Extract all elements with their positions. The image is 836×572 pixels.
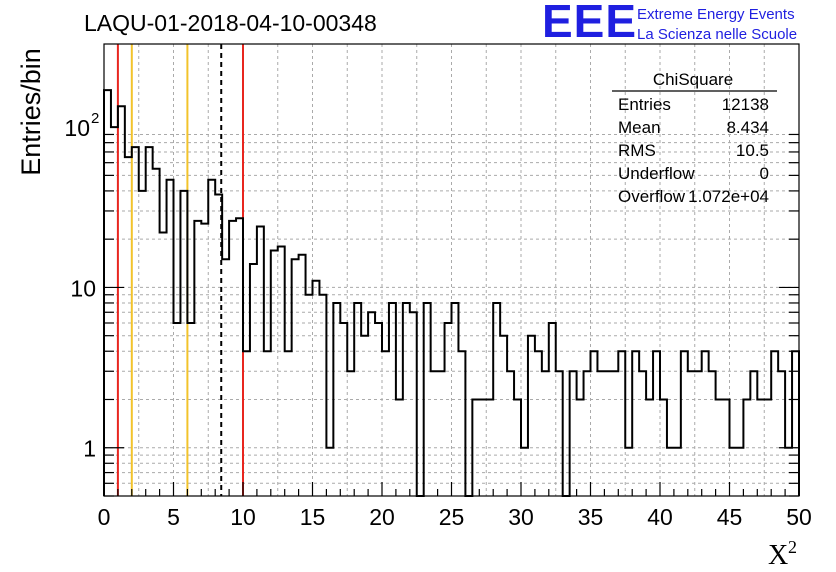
axis-ticks [103,133,800,497]
x-tick-label: 25 [439,504,465,530]
stats-label-mean: Mean [618,118,661,137]
x-tick-label: 40 [647,504,673,530]
stats-value-underflow: 0 [760,164,769,183]
stats-label-overflow: Overflow [618,187,686,206]
logo-line-1: Extreme Energy Events [637,6,795,23]
x-tick-label: 0 [98,504,111,530]
x-tick-label: 30 [508,504,534,530]
y-axis-label: Entries/bin [16,48,46,176]
stats-value-mean: 8.434 [726,118,769,137]
x-tick-label: 5 [167,504,180,530]
x-tick-label: 35 [578,504,604,530]
y-tick-label-exponent: 2 [91,110,99,127]
logo-line-2: La Scienza nelle Scuole [637,26,797,43]
logo: EEE Extreme Energy Events La Scienza nel… [542,0,797,47]
x-tick-label: 20 [369,504,395,530]
y-tick-label: 1 [83,436,96,462]
y-tick-label: 10 [70,275,96,301]
x-axis-label: X 2 [768,537,797,571]
stats-label-underflow: Underflow [618,164,695,183]
stats-title: ChiSquare [653,70,733,89]
y-tick-label: 10 [64,115,90,141]
stats-label-entries: Entries [618,95,671,114]
logo-mark: EEE [542,0,637,47]
x-tick-labels: 0 5 10 15 20 25 30 35 40 45 50 [98,504,812,530]
x-tick-label: 45 [717,504,743,530]
chart-title: LAQU-01-2018-04-10-00348 [84,10,377,36]
stats-value-overflow: 1.072e+04 [688,187,769,206]
histogram-line [103,89,800,497]
stats-value-rms: 10.5 [736,141,769,160]
stats-label-rms: RMS [618,141,656,160]
stats-value-entries: 12138 [722,95,769,114]
x-axis-label-superscript: 2 [788,537,797,557]
grid-lines [103,44,800,497]
x-axis-label-base: X [768,540,788,571]
x-tick-label: 50 [786,504,812,530]
x-tick-label: 15 [300,504,326,530]
x-tick-label: 10 [230,504,256,530]
stats-box: ChiSquare Entries 12138 Mean 8.434 RMS 1… [612,70,777,206]
